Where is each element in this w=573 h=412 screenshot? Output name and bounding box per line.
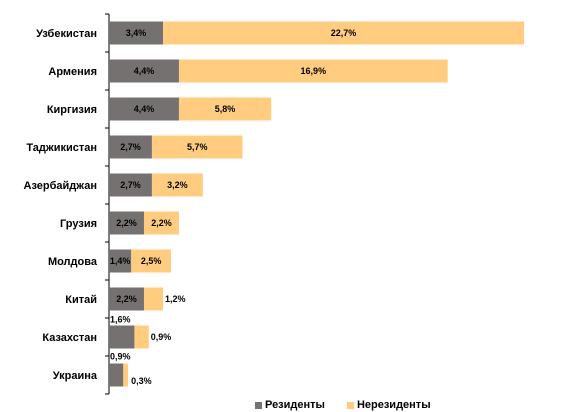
bar-nonresidents [143, 211, 179, 235]
category-label: Китай [65, 294, 97, 306]
value-label-residents: 2,7% [120, 142, 141, 152]
category-label: Таджикистан [26, 142, 97, 154]
bar-residents [109, 173, 152, 197]
legend-item-residents: Резиденты [255, 399, 325, 411]
value-label-nonresidents: 1,2% [165, 294, 186, 304]
value-label-nonresidents: 5,8% [215, 104, 236, 114]
bar-residents [109, 97, 179, 121]
bar-nonresidents [131, 249, 172, 273]
category-label: Армения [48, 66, 97, 78]
value-label-nonresidents: 0,3% [131, 376, 152, 386]
value-label-residents: 1,6% [110, 315, 131, 325]
bar-residents [109, 21, 164, 45]
value-label-residents: 2,2% [116, 294, 137, 304]
bar-residents [109, 287, 144, 311]
category-label: Узбекистан [36, 28, 97, 40]
bar-nonresidents [178, 59, 448, 83]
axis-ticks [105, 13, 109, 395]
category-label: Молдова [48, 256, 98, 268]
value-label-residents: 4,4% [134, 66, 155, 76]
value-label-residents: 1,4% [110, 256, 131, 266]
bar-residents [109, 249, 132, 273]
category-label: Грузия [60, 218, 97, 230]
value-label-nonresidents: 0,9% [151, 332, 172, 342]
value-label-nonresidents: 22,7% [331, 28, 357, 38]
value-labels: 3,4% 22,7% 4,4% 16,9% 4,4% 5,8% 2,7% 5,7% 2,7% 3,… [110, 28, 356, 386]
value-label-nonresidents: 3,2% [167, 180, 188, 190]
bar-nonresidents [143, 287, 164, 311]
bar-residents [109, 59, 179, 83]
value-label-residents: 2,2% [116, 218, 137, 228]
bar-nonresidents [178, 97, 272, 121]
value-label-residents: 4,4% [134, 104, 155, 114]
value-label-nonresidents: 2,2% [151, 218, 172, 228]
category-label: Киргизия [47, 104, 97, 116]
bar-residents [109, 135, 152, 159]
bar-nonresidents [123, 363, 129, 387]
category-label: Казахстан [42, 332, 97, 344]
legend: Резиденты Нерезиденты [255, 398, 453, 412]
legend-item-nonresidents: Нерезиденты [346, 399, 431, 411]
category-label: Украина [53, 370, 98, 382]
legend-label-nonresidents: Нерезиденты [356, 399, 431, 411]
bars-group [109, 21, 524, 387]
bar-nonresidents [163, 21, 524, 45]
bar-residents [109, 363, 124, 387]
category-label: Азербайджан [24, 180, 97, 192]
bar-residents [109, 325, 135, 349]
value-label-residents: 3,4% [126, 28, 147, 38]
value-label-residents: 2,7% [120, 180, 141, 190]
legend-swatch-nonresidents [346, 401, 354, 409]
category-labels: Узбекистан Армения Киргизия Таджикистан Азер… [24, 28, 98, 382]
legend-label-residents: Резиденты [265, 399, 325, 411]
value-label-nonresidents: 5,7% [187, 142, 208, 152]
legend-swatch-residents [255, 401, 262, 409]
value-label-residents: 0,9% [110, 352, 131, 362]
value-label-nonresidents: 16,9% [301, 66, 327, 76]
bar-residents [109, 211, 144, 235]
bar-nonresidents [151, 173, 203, 197]
bar-nonresidents [134, 325, 149, 349]
bar-nonresidents [151, 135, 243, 159]
value-label-nonresidents: 2,5% [141, 256, 162, 266]
